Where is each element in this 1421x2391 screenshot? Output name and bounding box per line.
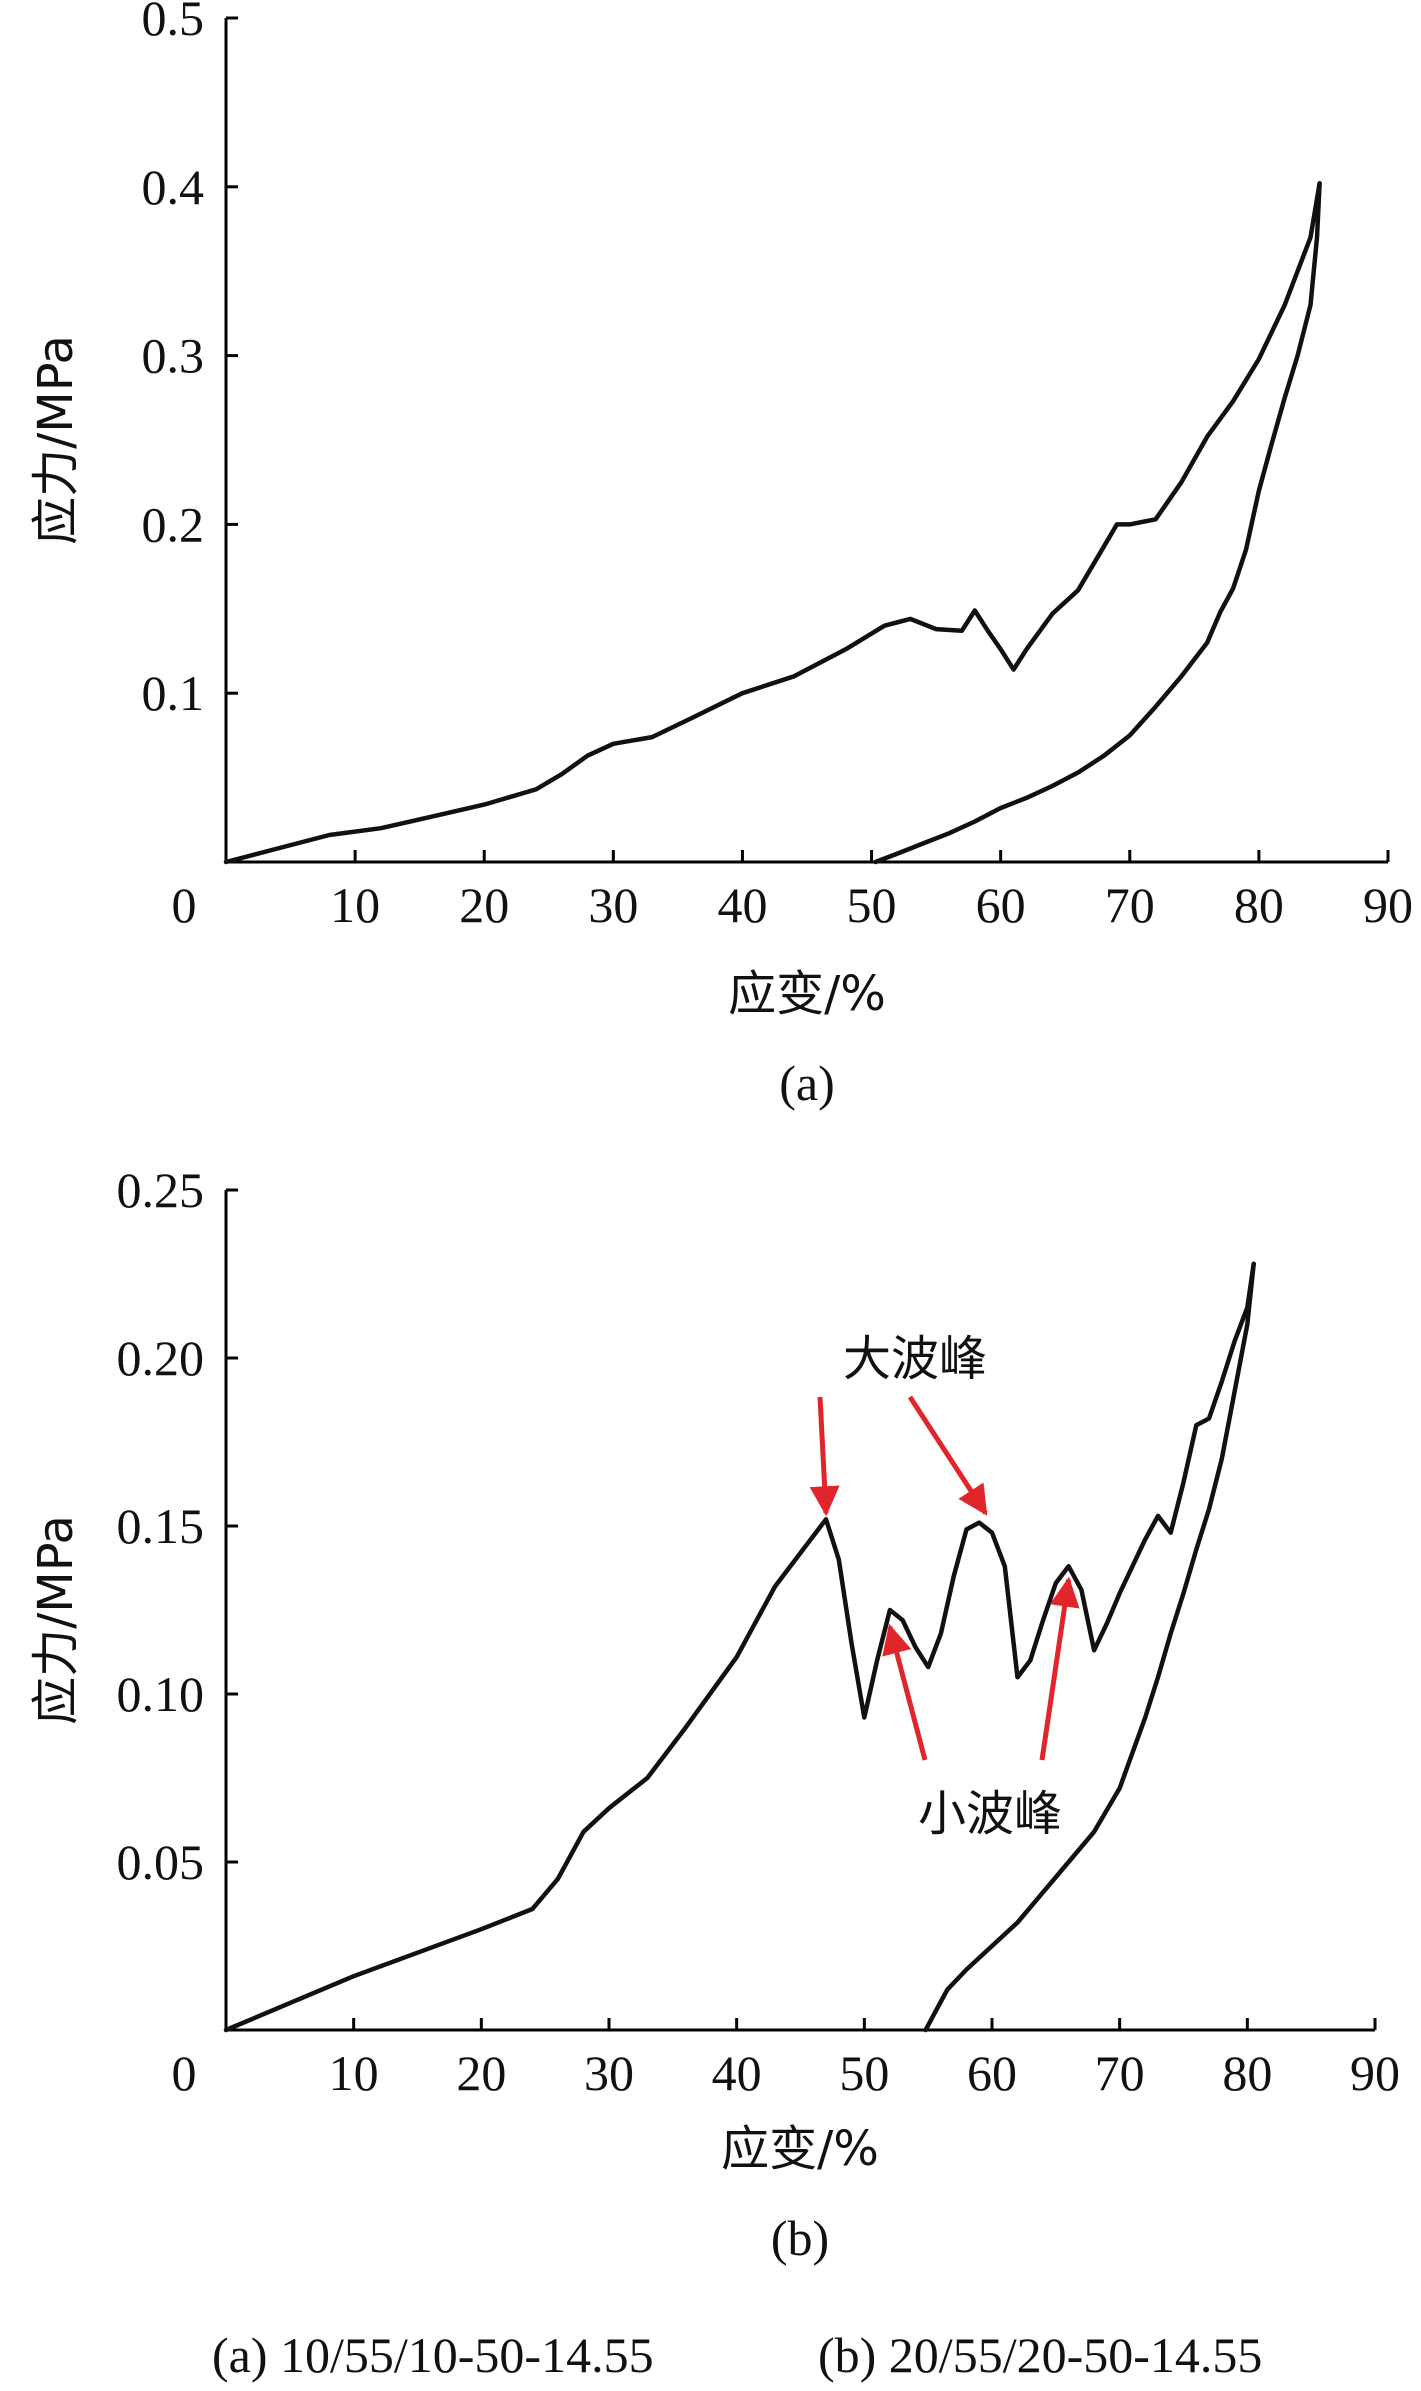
chart-panel-b: 0 10 20 30 40 50 60 70 80 90 0.05 0.10 0.15 0.20 0.25…	[28, 1162, 1400, 2266]
x-tick-label: 50	[839, 2045, 889, 2101]
x-tick-label: 90	[1350, 2045, 1400, 2101]
y-tick-label: 0.05	[117, 1834, 205, 1890]
x-tick-label: 20	[459, 877, 509, 933]
panel-a-label: (a)	[779, 1055, 835, 1111]
stress-strain-unloading-curve	[923, 1261, 1256, 2033]
x-tick-label: 80	[1234, 877, 1284, 933]
panel-a-y-axis-label: 应力/MPa	[28, 335, 84, 545]
panel-a-x-axis-label: 应变/%	[728, 966, 886, 1022]
annotation-label: 小波峰	[918, 1786, 1062, 1842]
y-tick-label: 0.20	[117, 1330, 205, 1386]
panel-b-x-ticks: 0 10 20 30 40 50 60 70 80 90	[172, 2018, 1400, 2101]
panel-a-y-ticks: 0.1 0.2 0.3 0.4 0.5	[142, 0, 238, 721]
stress-strain-loading-curve	[223, 181, 1322, 865]
stress-strain-loading-curve	[223, 1261, 1256, 2033]
x-tick-label: 60	[967, 2045, 1017, 2101]
x-tick-label: 10	[330, 877, 380, 933]
x-tick-label: 10	[329, 2045, 379, 2101]
x-tick-label: 20	[456, 2045, 506, 2101]
figure-caption-left: (a) 10/55/10-50-14.55	[212, 2327, 654, 2383]
x-tick-label: 0	[172, 2045, 197, 2101]
annotation-arrow	[809, 1396, 840, 1517]
x-tick-label: 30	[584, 2045, 634, 2101]
stress-strain-unloading-curve	[873, 181, 1322, 865]
y-tick-label: 0.4	[142, 159, 205, 215]
figure-caption-right: (b) 20/55/20-50-14.55	[818, 2327, 1262, 2383]
y-tick-label: 0.3	[142, 328, 205, 384]
x-tick-label: 60	[976, 877, 1026, 933]
y-tick-label: 0.15	[117, 1498, 205, 1554]
annotation-arrow	[882, 1623, 928, 1761]
panel-a-x-ticks: 0 10 20 30 40 50 60 70 80 90	[172, 850, 1413, 933]
y-tick-label: 0.10	[117, 1666, 205, 1722]
y-tick-label: 0.2	[142, 496, 205, 552]
y-tick-label: 0.1	[142, 665, 205, 721]
panel-b-curves	[223, 1261, 1256, 2033]
x-tick-label: 0	[172, 877, 197, 933]
chart-panel-a: 0 10 20 30 40 50 60 70 80 90 0.1 0.2 0.3 0.4 0.5 应变/%…	[28, 0, 1413, 1111]
y-tick-label: 0.25	[117, 1162, 205, 1218]
panel-b-label: (b)	[771, 2210, 829, 2266]
annotation-label: 大波峰	[843, 1331, 987, 1387]
x-tick-label: 40	[717, 877, 767, 933]
panel-b-x-axis-label: 应变/%	[721, 2121, 879, 2177]
x-tick-label: 90	[1363, 877, 1413, 933]
annotation-arrow	[1039, 1576, 1080, 1761]
x-tick-label: 70	[1105, 877, 1155, 933]
x-tick-label: 50	[847, 877, 897, 933]
x-tick-label: 30	[588, 877, 638, 933]
y-tick-label: 0.5	[142, 0, 205, 46]
x-tick-label: 80	[1222, 2045, 1272, 2101]
panel-b-y-axis-label: 应力/MPa	[28, 1515, 84, 1725]
panel-a-curves	[223, 181, 1322, 865]
annotation-arrow	[907, 1395, 988, 1516]
panel-b-y-ticks: 0.05 0.10 0.15 0.20 0.25	[117, 1162, 238, 1890]
x-tick-label: 70	[1095, 2045, 1145, 2101]
x-tick-label: 40	[712, 2045, 762, 2101]
